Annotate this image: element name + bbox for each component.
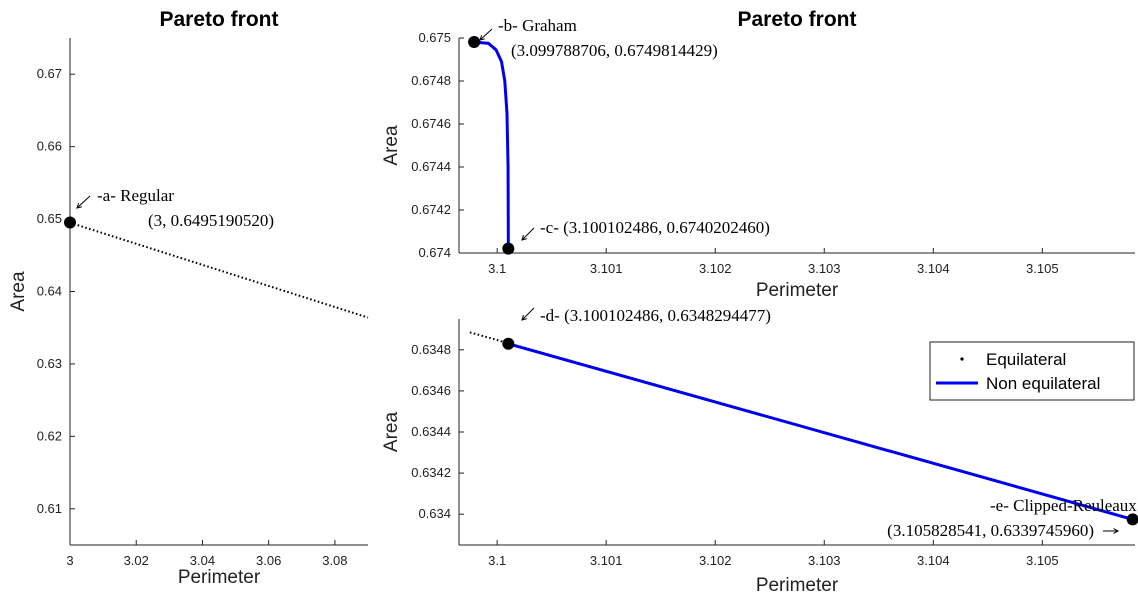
top-right-x-tick-label: 3.104 — [917, 261, 950, 276]
bottom-right-y-tick-label: 0.6344 — [411, 424, 451, 439]
bottom-right-annotation-coords-1: (3.105828541, 0.6339745960) — [887, 521, 1094, 540]
bottom-right-annotation-label-1: -e- Clipped-Reuleaux — [990, 496, 1137, 515]
bottom-right-x-tick-label: 3.1 — [488, 553, 506, 568]
left-y-tick-label: 0.66 — [37, 139, 62, 154]
left-series-0-line — [69, 221, 369, 319]
left-x-tick-label: 3.04 — [190, 553, 215, 568]
left-annotation-arrowhead-0 — [76, 203, 82, 209]
top-right-y-tick-label: 0.6744 — [411, 159, 451, 174]
top-right-annotation-arrowhead-1 — [521, 235, 527, 241]
bottom-right-point-1 — [1126, 513, 1138, 526]
left-x-tick-label: 3.06 — [256, 553, 281, 568]
left-y-axis-title: Area — [8, 271, 29, 312]
top-right-annotation-label-0: -b- Graham — [498, 16, 577, 35]
bottom-right-x-tick-label: 3.101 — [590, 553, 623, 568]
top-right-x-axis-title: Perimeter — [756, 280, 839, 301]
top-right-x-tick-label: 3.1 — [488, 261, 506, 276]
bottom-right-y-tick-label: 0.634 — [418, 506, 451, 521]
bottom-right-point-0 — [502, 337, 515, 350]
left-annotation-coords-0: (3, 0.6495190520) — [148, 211, 274, 230]
bottom-right-y-tick-label: 0.6348 — [411, 342, 451, 357]
left-point-0 — [64, 216, 76, 229]
bottom-right-y-tick-label: 0.6346 — [411, 383, 451, 398]
bottom-right-y-axis-title: Area — [381, 412, 402, 453]
legend-label-non-equilateral: Non equilateral — [986, 374, 1100, 393]
left-x-tick-label: 3.02 — [124, 553, 149, 568]
left-y-tick-label: 0.67 — [37, 66, 62, 81]
left-annotation-label-0: -a- Regular — [97, 186, 174, 205]
bottom-right-annotation-arrowhead-0 — [521, 315, 527, 321]
legend-marker-equilateral — [960, 357, 964, 361]
top-right-y-axis-title: Area — [381, 125, 402, 166]
top-right-point-1 — [502, 242, 515, 255]
top-right-annotation-coords-0: (3.099788706, 0.6749814429) — [511, 41, 718, 60]
left-chart-title: Pareto front — [159, 8, 278, 31]
left-y-tick-label: 0.65 — [37, 211, 62, 226]
left-x-tick-label: 3 — [66, 553, 73, 568]
top-right-chart-title: Pareto front — [737, 8, 856, 31]
left-x-axis-title: Perimeter — [178, 567, 261, 588]
bottom-right-x-axis-title: Perimeter — [756, 575, 839, 596]
top-right-x-tick-label: 3.101 — [590, 261, 623, 276]
top-right-y-tick-label: 0.6748 — [411, 73, 451, 88]
bottom-right-annotation-label-0: -d- (3.100102486, 0.6348294477) — [540, 306, 771, 325]
bottom-right-x-tick-label: 3.104 — [917, 553, 950, 568]
bottom-right-y-tick-label: 0.6342 — [411, 465, 451, 480]
top-right-annotation-arrow-1 — [521, 227, 535, 241]
legend-box — [929, 341, 1135, 401]
bottom-right-x-tick-label: 3.105 — [1026, 553, 1059, 568]
left-y-tick-label: 0.64 — [37, 284, 62, 299]
bottom-right-series-non-equilateral-line — [507, 342, 1134, 521]
top-right-point-0 — [468, 35, 481, 48]
top-right-y-tick-label: 0.6746 — [411, 116, 451, 131]
bottom-right-annotation-arrow-0 — [521, 307, 535, 321]
top-right-annotation-label-1: -c- (3.100102486, 0.6740202460) — [540, 218, 770, 237]
left-y-tick-label: 0.62 — [37, 428, 62, 443]
top-right-x-tick-label: 3.105 — [1026, 261, 1059, 276]
legend-label-equilateral: Equilateral — [986, 350, 1066, 369]
top-right-y-tick-label: 0.674 — [418, 245, 451, 260]
top-right-y-tick-label: 0.675 — [418, 30, 451, 45]
left-annotation-arrow-0 — [76, 195, 91, 209]
left-y-tick-label: 0.61 — [37, 501, 62, 516]
top-right-x-tick-label: 3.103 — [808, 261, 841, 276]
left-x-tick-label: 3.08 — [322, 553, 347, 568]
left-y-tick-label: 0.63 — [37, 356, 62, 371]
bottom-right-annotation-arrowhead-1 — [1113, 528, 1120, 534]
top-right-series-0-line — [473, 40, 510, 249]
top-right-y-tick-label: 0.6742 — [411, 202, 451, 217]
top-right-x-tick-label: 3.102 — [699, 261, 732, 276]
bottom-right-x-tick-label: 3.102 — [699, 553, 732, 568]
bottom-right-x-tick-label: 3.103 — [808, 553, 841, 568]
top-right-annotation-arrowhead-0 — [479, 35, 485, 41]
top-right-annotation-arrow-0 — [479, 28, 493, 41]
